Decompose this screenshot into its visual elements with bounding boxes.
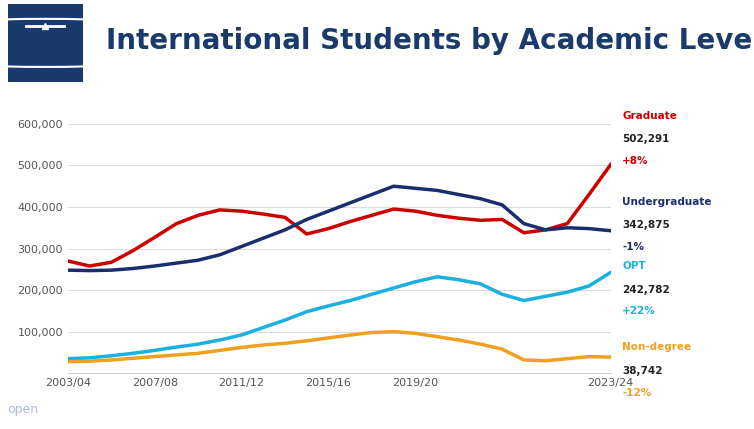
Text: -12%: -12% [622, 387, 651, 398]
Text: 242,782: 242,782 [622, 284, 670, 295]
Text: 342,875: 342,875 [622, 220, 670, 230]
Text: doors: doors [36, 403, 75, 416]
Text: Undergraduate: Undergraduate [622, 196, 712, 207]
Text: +8%: +8% [622, 156, 648, 166]
Text: 38,742: 38,742 [622, 366, 663, 376]
Text: doors: doors [35, 403, 75, 416]
Text: -1%: -1% [622, 242, 644, 252]
FancyBboxPatch shape [8, 4, 83, 82]
Text: OPT: OPT [622, 261, 645, 271]
Text: Non-degree: Non-degree [622, 342, 691, 353]
Text: open: open [8, 403, 38, 416]
Text: Graduate: Graduate [622, 111, 677, 121]
Text: opendoorsdata.org  |  International Student Census, 2023/24: opendoorsdata.org | International Studen… [106, 405, 381, 414]
Text: 502,291: 502,291 [622, 134, 670, 145]
Text: #IEW2024   #OpenDoorsReport  #OpenDoors75: #IEW2024 #OpenDoorsReport #OpenDoors75 [528, 405, 746, 414]
Text: International Students by Academic Level: International Students by Academic Level [106, 27, 754, 55]
Text: open: open [8, 403, 38, 416]
Text: +22%: +22% [622, 306, 656, 316]
